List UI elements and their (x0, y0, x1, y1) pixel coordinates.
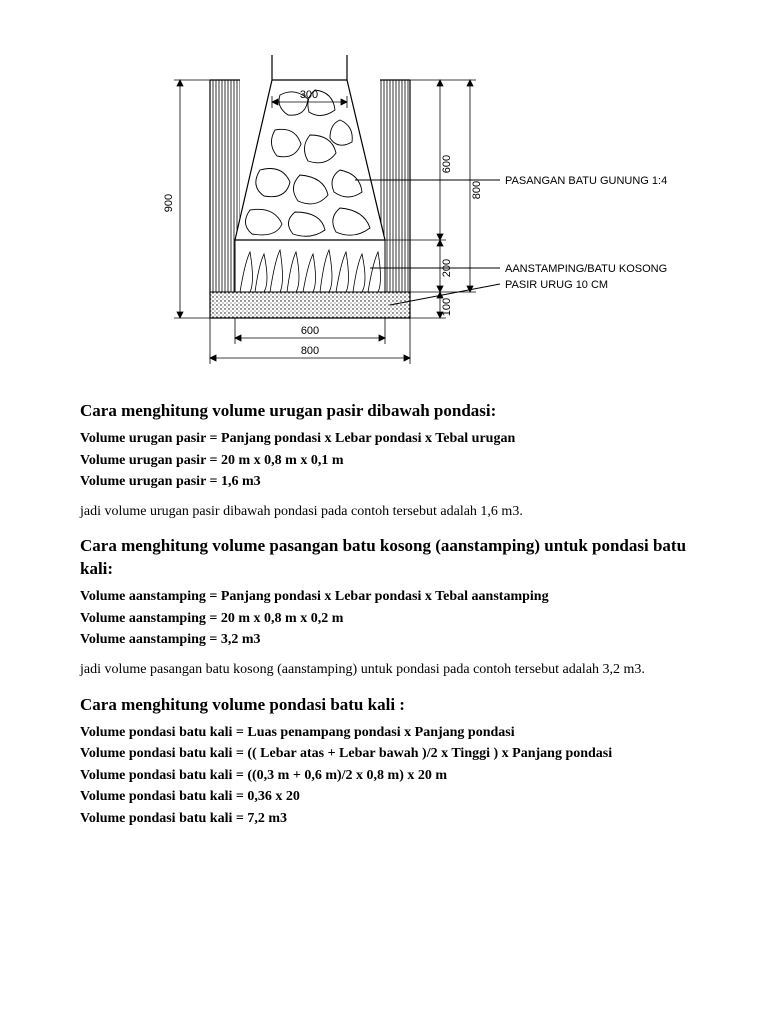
formula-line: Volume aanstamping = 3,2 m3 (80, 630, 688, 650)
heading-1: Cara menghitung volume urugan pasir diba… (80, 400, 688, 423)
formula-line: Volume urugan pasir = 20 m x 0,8 m x 0,1… (80, 451, 688, 471)
dim-bottom-800: 800 (301, 345, 319, 357)
dim-right-total: 800 (471, 181, 483, 199)
formula-line: Volume pondasi batu kali = Luas penampan… (80, 723, 688, 743)
callout-pasir-urug: PASIR URUG 10 CM (505, 279, 608, 291)
paragraph: jadi volume pasangan batu kosong (aansta… (80, 660, 688, 680)
paragraph: jadi volume urugan pasir dibawah pondasi… (80, 502, 688, 522)
document-page: 300 900 800 (0, 0, 768, 870)
callout-batu-gunung: PASANGAN BATU GUNUNG 1:4 (505, 175, 667, 187)
formula-line: Volume pondasi batu kali = 7,2 m3 (80, 809, 688, 829)
dim-top-width: 300 (300, 89, 318, 101)
dim-right-600: 600 (441, 155, 453, 173)
formula-line: Volume urugan pasir = 1,6 m3 (80, 472, 688, 492)
formula-line: Volume pondasi batu kali = (( Lebar atas… (80, 744, 688, 764)
dim-left-height: 900 (163, 194, 175, 212)
dim-bottom-600: 600 (301, 325, 319, 337)
formula-line: Volume aanstamping = Panjang pondasi x L… (80, 587, 688, 607)
callout-aanstamping: AANSTAMPING/BATU KOSONG (505, 263, 667, 275)
formula-line: Volume urugan pasir = Panjang pondasi x … (80, 429, 688, 449)
foundation-diagram: 300 900 800 (140, 40, 700, 370)
dim-right-100: 100 (441, 298, 453, 316)
heading-3: Cara menghitung volume pondasi batu kali… (80, 694, 688, 717)
formula-line: Volume pondasi batu kali = 0,36 x 20 (80, 787, 688, 807)
heading-2: Cara menghitung volume pasangan batu kos… (80, 535, 688, 581)
formula-line: Volume pondasi batu kali = ((0,3 m + 0,6… (80, 766, 688, 786)
formula-line: Volume aanstamping = 20 m x 0,8 m x 0,2 … (80, 609, 688, 629)
